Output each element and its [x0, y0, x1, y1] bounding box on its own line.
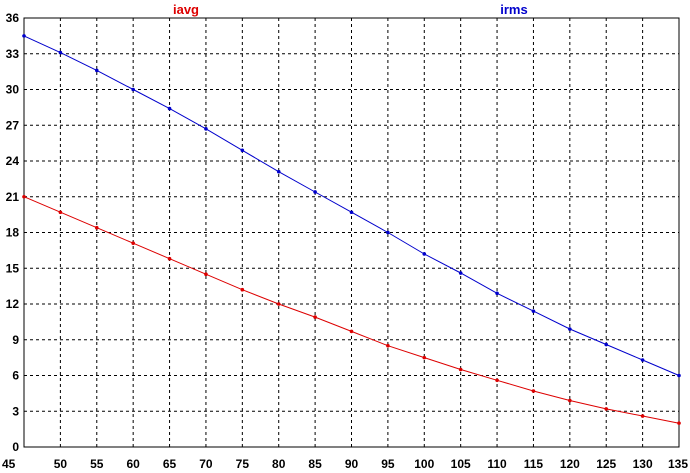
data-point-iavg	[131, 241, 135, 246]
data-point-iavg	[240, 287, 245, 292]
grid	[24, 18, 679, 447]
y-tick-label: 36	[6, 11, 20, 25]
data-point-iavg	[422, 355, 427, 360]
x-tick-label: 130	[633, 457, 653, 471]
y-tick-label: 21	[6, 190, 20, 204]
y-tick-label: 27	[6, 118, 20, 132]
legend-label-iavg: iavg	[173, 2, 199, 17]
data-point-irms	[94, 68, 99, 73]
data-point-iavg	[276, 302, 281, 306]
data-point-iavg	[313, 315, 317, 319]
data-point-iavg	[22, 194, 26, 199]
y-tick-label: 12	[6, 297, 20, 311]
data-point-iavg	[568, 398, 572, 403]
data-point-irms	[422, 252, 427, 256]
x-tick-label: 50	[54, 457, 68, 471]
data-point-irms	[22, 34, 26, 38]
data-point-irms	[204, 127, 208, 131]
data-point-irms	[313, 190, 317, 194]
y-tick-label: 3	[12, 404, 19, 418]
x-tick-label: 135	[668, 457, 688, 471]
data-point-iavg	[204, 272, 208, 277]
y-tick-label: 6	[12, 369, 19, 383]
x-tick-label: 105	[451, 457, 471, 471]
x-tick-label: 115	[524, 457, 544, 471]
data-point-iavg	[349, 329, 354, 334]
x-tick-label: 110	[487, 457, 507, 471]
data-point-iavg	[167, 256, 172, 261]
data-point-irms	[531, 309, 536, 313]
x-tick-label: 70	[199, 457, 213, 471]
x-tick-label: 120	[560, 457, 580, 471]
x-tick-label: 80	[272, 457, 286, 471]
series-group	[22, 34, 681, 425]
x-tick-label: 100	[414, 457, 434, 471]
data-point-irms	[677, 373, 681, 378]
data-point-irms	[349, 210, 354, 215]
data-point-iavg	[58, 210, 63, 215]
data-point-irms	[131, 87, 135, 92]
data-point-iavg	[386, 343, 390, 348]
data-point-iavg	[531, 389, 536, 393]
y-tick-label: 24	[6, 154, 20, 168]
data-point-irms	[604, 342, 609, 347]
data-point-irms	[276, 169, 281, 174]
y-tick-label: 18	[6, 226, 20, 240]
plot-frame	[23, 17, 680, 448]
data-point-irms	[568, 327, 572, 331]
x-tick-label: 85	[308, 457, 322, 471]
y-tick-label: 0	[12, 440, 19, 454]
y-tick-label: 15	[6, 261, 20, 275]
data-point-irms	[240, 148, 245, 153]
x-tick-label: 90	[345, 457, 359, 471]
legend-label-irms: irms	[500, 2, 527, 17]
data-point-irms	[58, 50, 63, 55]
x-tick-label: 125	[596, 457, 616, 471]
x-tick-label: 65	[163, 457, 177, 471]
data-point-irms	[640, 358, 645, 362]
data-point-irms	[495, 291, 499, 296]
y-tick-label: 9	[12, 333, 19, 347]
data-point-irms	[386, 230, 390, 235]
data-point-irms	[167, 106, 172, 111]
x-tick-label: 60	[126, 457, 140, 471]
data-point-irms	[458, 271, 463, 275]
y-tick-label: 30	[6, 83, 20, 97]
data-point-iavg	[94, 225, 99, 230]
x-tick-label: 95	[381, 457, 395, 471]
x-axis-ticks: 45 50 55 60 65 70 75 80 85 90 95 100 105 110 115 120 125…	[2, 457, 688, 471]
data-point-iavg	[458, 367, 463, 372]
x-tick-label: 75	[236, 457, 250, 471]
legend: iavg irms	[173, 2, 528, 17]
data-point-iavg	[604, 407, 609, 411]
y-tick-label: 33	[6, 47, 20, 61]
data-point-iavg	[640, 414, 645, 418]
data-point-iavg	[677, 421, 681, 425]
x-tick-label: 45	[2, 457, 16, 471]
x-tick-label: 55	[90, 457, 104, 471]
data-point-iavg	[495, 378, 499, 383]
